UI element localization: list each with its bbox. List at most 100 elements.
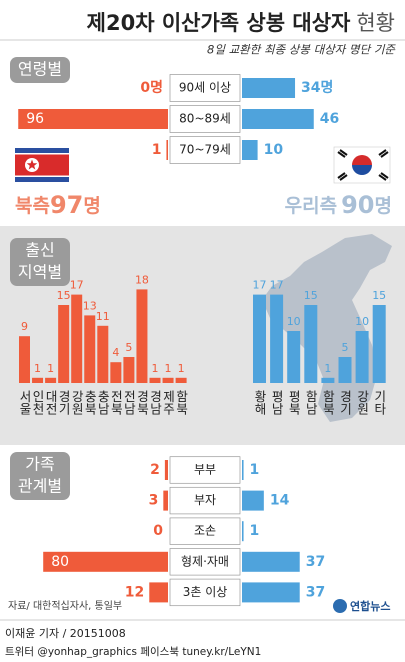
category-label: 서울: [17, 390, 32, 415]
value-label: 15: [304, 289, 318, 302]
category-box: [169, 517, 241, 545]
value-label: 37: [306, 584, 325, 600]
flag-band: [15, 154, 69, 176]
category-label: 황해: [252, 390, 267, 415]
subtitle: 8일 교환한 최종 상봉 대상자 명단 기준: [207, 43, 396, 57]
value-label: 15: [372, 289, 386, 302]
category-label: 부자: [194, 493, 216, 507]
flag-trigrams: [337, 149, 389, 181]
bar: [71, 294, 83, 383]
total-label: 우리측: [285, 195, 337, 217]
category-label: 함북: [174, 390, 189, 415]
bar: [253, 294, 266, 383]
bar: [287, 331, 301, 383]
value-label: 3: [149, 493, 159, 509]
value-label: 12: [125, 584, 144, 600]
value-label: 34명: [301, 79, 333, 96]
bar-north: [149, 582, 168, 603]
bar-south: [242, 140, 258, 160]
flag-star: [26, 159, 38, 170]
value-label: 5: [342, 341, 349, 354]
total-unit: 명: [83, 195, 100, 217]
section-label: 가족: [25, 455, 54, 474]
value-label: 4: [112, 346, 119, 359]
category-label: 조손: [194, 524, 216, 538]
bar-north: [166, 140, 168, 160]
source: 자료/ 대한적십자사, 통일부: [8, 600, 122, 612]
social: 트위터 @yonhap_graphics 페이스북 tuney.kr/LeYN1: [5, 645, 261, 658]
category-label: 전남: [121, 390, 136, 415]
bar-south: [242, 109, 314, 129]
bar-north: [163, 490, 168, 511]
value-label: 46: [320, 111, 339, 127]
bar-south: [242, 521, 244, 542]
category-label: 평남: [269, 390, 284, 415]
bar: [355, 331, 369, 383]
category-box: [169, 486, 241, 515]
value-label: 80: [51, 554, 69, 570]
value-label: 17: [70, 279, 84, 292]
section-label-box: [10, 452, 70, 500]
bar: [32, 377, 44, 383]
logo: 연합뉴스: [350, 599, 390, 613]
value-label: 1: [178, 362, 185, 375]
bar: [149, 377, 161, 383]
title-suffix: 현황: [356, 11, 395, 35]
flag-yang: [352, 155, 372, 165]
bar: [321, 377, 335, 383]
south-flag: [333, 146, 391, 184]
byline: 이재윤 기자 / 20151008: [5, 627, 126, 640]
bar: [45, 377, 57, 383]
category-box: [169, 105, 241, 133]
category-label: 경남: [148, 390, 163, 415]
total-value: 97: [50, 191, 83, 219]
value-label: 9: [21, 320, 28, 333]
category-label: 충남: [95, 390, 110, 415]
bar-south: [242, 460, 244, 480]
category-label: 형제·자매: [181, 554, 229, 568]
value-label: 1: [250, 462, 260, 478]
category-box: [169, 136, 241, 164]
bar: [136, 289, 148, 383]
category-label: 강원: [355, 390, 370, 415]
category-label: 경기: [338, 390, 353, 415]
bar: [270, 294, 284, 383]
total-label: 북측: [15, 195, 50, 217]
total-value: 90: [341, 191, 374, 219]
value-label: 1: [152, 362, 159, 375]
bar-south: [242, 490, 264, 511]
category-box: [169, 456, 241, 484]
bar-south: [242, 78, 296, 98]
bar: [110, 362, 122, 383]
category-label: 70~79세: [179, 143, 231, 157]
south-total: 우리측 90명: [285, 191, 392, 219]
bar: [304, 305, 318, 383]
category-label: 기타: [372, 390, 387, 415]
category-label: 인천: [30, 390, 45, 415]
category-label: 경북: [134, 390, 149, 415]
section-label: 연령별: [18, 60, 62, 79]
logo-mark: [333, 599, 347, 613]
value-label: 96: [26, 111, 44, 127]
category-label: 전북: [108, 390, 123, 415]
value-label: 10: [355, 315, 369, 328]
category-label: 함남: [303, 390, 318, 415]
value-label: 1: [152, 142, 162, 158]
category-label: 함북: [320, 390, 335, 415]
total-unit: 명: [375, 195, 392, 217]
category-label: 충북: [82, 390, 97, 415]
bar-north: [164, 460, 168, 480]
value-label: 1: [47, 362, 54, 375]
category-label: 80~89세: [179, 112, 231, 126]
bar: [97, 325, 109, 383]
value-label: 0명: [140, 79, 163, 96]
category-label: 강원: [69, 390, 84, 415]
value-label: 10: [287, 315, 301, 328]
value-label: 1: [34, 362, 41, 375]
section-label-box: [10, 238, 70, 286]
category-box: [169, 578, 241, 607]
category-box: [169, 74, 241, 102]
value-label: 2: [150, 462, 160, 478]
category-box: [169, 548, 241, 576]
